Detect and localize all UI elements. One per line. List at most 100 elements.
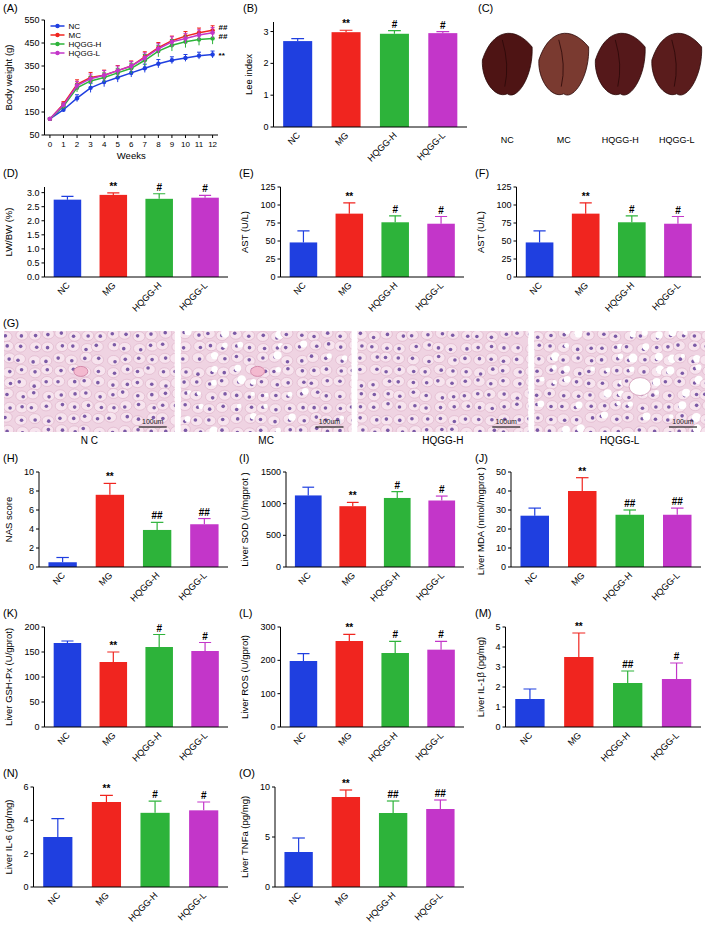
x-tick-label: NC xyxy=(287,890,304,907)
vacuole xyxy=(250,379,256,385)
cell xyxy=(381,400,393,410)
vacuole xyxy=(655,353,663,361)
error-bar xyxy=(349,203,350,214)
panel: (E)NC**MG#HQGG-H#HQGG-L0255075100125AST … xyxy=(239,167,464,314)
nucleus xyxy=(220,428,224,432)
cell xyxy=(545,415,557,425)
nucleus xyxy=(220,379,224,383)
nucleus xyxy=(360,344,364,348)
bar xyxy=(515,699,544,727)
cell xyxy=(203,331,215,339)
y-tick-label: 150 xyxy=(24,107,39,117)
error-cap xyxy=(388,30,401,31)
x-tick-label: MG xyxy=(566,730,583,747)
nucleus xyxy=(375,367,379,371)
cell xyxy=(419,404,431,414)
cell xyxy=(121,364,133,374)
tissue xyxy=(534,331,705,432)
cell xyxy=(349,340,352,350)
nucleus xyxy=(528,404,529,408)
y-tick-label: 30 xyxy=(496,505,506,515)
cell xyxy=(585,401,597,411)
cell xyxy=(367,380,379,390)
error-bar xyxy=(441,496,442,500)
nucleus xyxy=(197,333,201,337)
nucleus xyxy=(9,382,13,386)
x-tick-label: HQGG-L xyxy=(177,280,209,312)
cell xyxy=(545,365,557,375)
cell xyxy=(16,391,28,401)
marker xyxy=(75,96,79,100)
y-tick xyxy=(36,529,39,530)
cell xyxy=(447,424,459,432)
cell xyxy=(595,354,607,364)
nucleus xyxy=(576,348,580,352)
cell xyxy=(498,364,510,374)
y-tick xyxy=(42,277,45,278)
panel-label: (N) xyxy=(3,767,18,779)
cell xyxy=(623,366,635,376)
error-cap xyxy=(102,70,106,71)
cell xyxy=(544,425,556,432)
cell xyxy=(422,355,434,365)
nucleus xyxy=(535,394,539,398)
cell xyxy=(358,425,369,432)
cell xyxy=(419,392,431,402)
nucleus xyxy=(316,391,320,395)
y-tick xyxy=(42,89,45,90)
nucleus xyxy=(436,379,440,383)
error-cap xyxy=(199,195,211,196)
vacuole xyxy=(666,367,674,375)
nucleus xyxy=(451,333,455,337)
vacuole xyxy=(682,389,690,397)
cell xyxy=(55,331,67,338)
nucleus xyxy=(614,345,618,349)
nucleus xyxy=(272,370,276,374)
nucleus xyxy=(370,345,374,349)
marker xyxy=(197,33,201,37)
cell xyxy=(662,342,674,352)
nucleus xyxy=(575,418,579,422)
cell xyxy=(526,344,528,354)
y-tick xyxy=(514,277,517,278)
x-tick-label: HQGG-L xyxy=(649,570,681,602)
nucleus xyxy=(493,428,497,432)
cell xyxy=(105,412,117,422)
cell xyxy=(688,341,700,351)
nucleus xyxy=(475,335,479,339)
x-tick xyxy=(117,135,118,138)
nucleus xyxy=(149,430,153,432)
cell xyxy=(217,377,229,387)
y-tick xyxy=(503,647,506,648)
liver-image xyxy=(539,33,589,95)
panel-label: (H) xyxy=(3,452,18,464)
vacuole xyxy=(629,366,634,371)
y-tick-label: 2 xyxy=(263,58,268,68)
marker xyxy=(88,86,92,90)
y-tick-label: 40 xyxy=(496,486,506,496)
cell xyxy=(484,389,496,399)
nucleus xyxy=(260,380,264,384)
nucleus xyxy=(410,334,414,338)
nucleus xyxy=(113,371,117,375)
cell xyxy=(206,353,218,363)
nucleus xyxy=(466,335,470,339)
marks xyxy=(48,26,215,121)
image-label: MC xyxy=(258,435,274,446)
x-tick-label: 10 xyxy=(181,140,190,149)
significance: # xyxy=(392,19,398,30)
cell xyxy=(636,331,648,340)
y-tick-label: 50 xyxy=(29,697,39,707)
cell xyxy=(558,354,570,364)
nucleus xyxy=(502,346,506,350)
x-tick-label: HQGG-H xyxy=(368,570,401,603)
vacuole xyxy=(629,354,638,363)
cell xyxy=(4,341,14,351)
y-axis-line xyxy=(44,20,45,135)
y-tick xyxy=(42,135,45,136)
nucleus xyxy=(562,394,566,398)
cell xyxy=(244,428,256,432)
significance: # xyxy=(201,790,207,801)
y-tick xyxy=(42,20,45,21)
x-tick-label: MG xyxy=(97,570,114,587)
